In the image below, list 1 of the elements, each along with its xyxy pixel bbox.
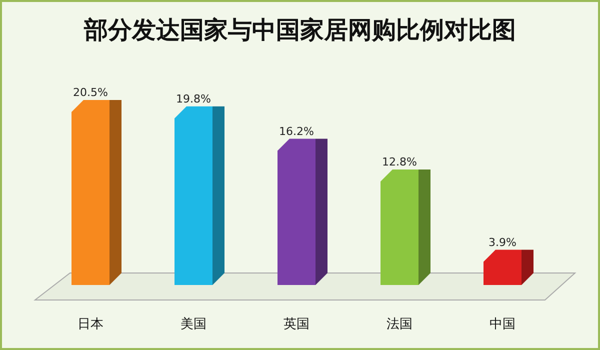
title: 部分发达国家与中国家居网购比例对比图	[84, 16, 516, 44]
